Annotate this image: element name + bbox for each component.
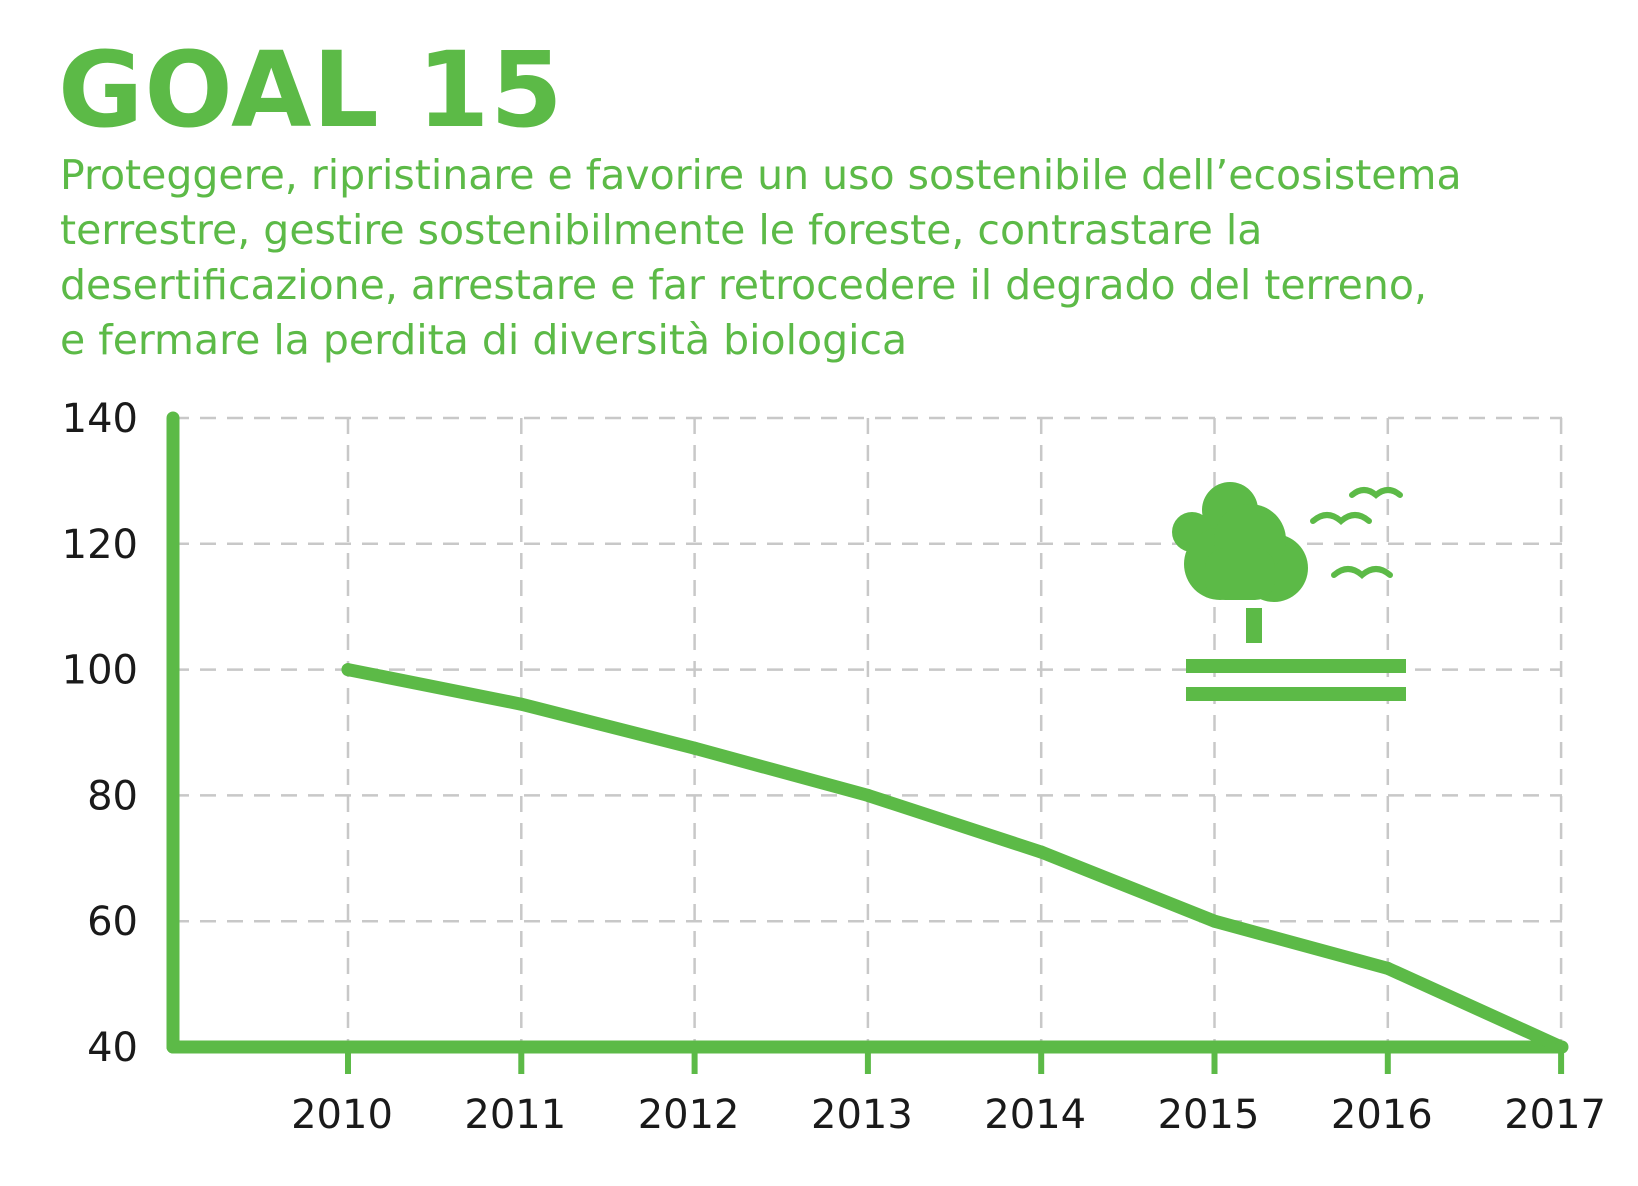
bird — [1349, 487, 1403, 499]
goal-description-line: desertificazione, arrestare e far retroc… — [60, 261, 1427, 309]
x-tick-label: 2015 — [1158, 1092, 1260, 1138]
bird — [1310, 512, 1372, 525]
y-tick-label: 100 — [62, 648, 138, 694]
goal-title: GOAL 15 — [58, 29, 564, 151]
series — [341, 663, 1568, 1054]
y-tick-label: 80 — [87, 773, 138, 819]
y-tick-labels: 40 60 80 100 120 140 — [62, 396, 138, 1071]
data-point — [861, 788, 875, 802]
tree-crown-part — [1205, 548, 1275, 600]
x-tick-label: 2011 — [464, 1092, 566, 1138]
data-point — [1554, 1040, 1568, 1054]
axes — [166, 411, 1569, 1074]
x-tick-label: 2012 — [638, 1092, 740, 1138]
x-tick-label: 2013 — [811, 1092, 913, 1138]
y-tick-label: 120 — [62, 522, 138, 568]
x-tick-label: 2017 — [1504, 1092, 1606, 1138]
data-point — [514, 697, 528, 711]
grid — [173, 416, 1563, 1047]
x-tick-label: 2010 — [291, 1092, 393, 1138]
data-point — [688, 741, 702, 755]
goal-description-line: e fermare la perdita di diversità biolog… — [60, 316, 908, 364]
ground-line-top — [1186, 659, 1406, 673]
goal-description-line: Proteggere, ripristinare e favorire un u… — [60, 151, 1462, 199]
goal-description-line: terrestre, gestire sostenibilmente le fo… — [60, 206, 1263, 254]
goal-description: Proteggere, ripristinare e favorire un u… — [60, 148, 1620, 368]
data-point — [1381, 961, 1395, 975]
y-tick-label: 60 — [87, 899, 138, 945]
y-tick-label: 40 — [87, 1025, 138, 1071]
tree-trunk — [1246, 608, 1262, 643]
tree-and-birds-icon — [1172, 482, 1406, 701]
y-tick-label: 140 — [62, 396, 138, 442]
x-tick-labels: 2010 2011 2012 2013 2014 2015 2016 2017 — [291, 1092, 1606, 1138]
data-point — [341, 663, 355, 677]
x-tick-label: 2016 — [1331, 1092, 1433, 1138]
bird — [1331, 566, 1393, 579]
series-line — [341, 663, 1568, 1054]
x-tick-label: 2014 — [984, 1092, 1086, 1138]
data-point — [1208, 914, 1221, 928]
ground-line-bottom — [1186, 687, 1406, 701]
data-point — [1034, 845, 1048, 859]
